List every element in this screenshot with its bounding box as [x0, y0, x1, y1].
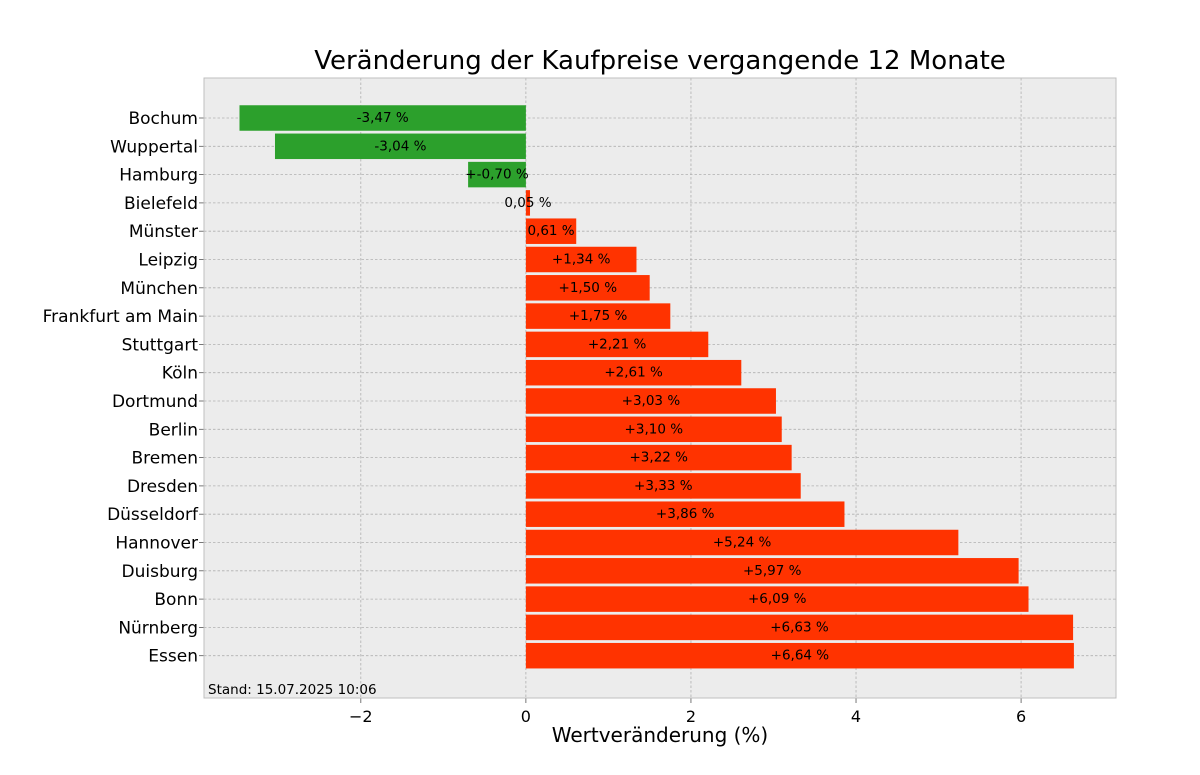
category-label: Wuppertal [110, 137, 198, 157]
category-label: Frankfurt am Main [43, 307, 198, 327]
data-label: +1,34 % [552, 252, 611, 268]
bar [525, 190, 531, 216]
data-labels: -3,47 % -3,04 % +-0,70 % 0,05 % 0,61 % +1,34 … [357, 110, 830, 664]
category-label: Dortmund [112, 392, 198, 412]
bar [239, 105, 526, 131]
category-label: Dresden [127, 477, 198, 497]
category-label: Düsseldorf [107, 505, 199, 525]
bar [525, 444, 792, 471]
bar [525, 416, 782, 443]
x-tick-label: 6 [1016, 707, 1026, 726]
bar [525, 501, 845, 527]
bar [525, 529, 959, 556]
data-label: +2,21 % [588, 336, 647, 352]
category-label: Bremen [131, 449, 198, 469]
bar [525, 388, 776, 414]
category-label: Essen [148, 647, 198, 667]
x-tick-label: 2 [686, 707, 696, 726]
category-label: Nürnberg [118, 618, 198, 638]
data-label: +1,50 % [559, 280, 618, 296]
category-label: Münster [129, 222, 198, 242]
bar [525, 303, 671, 329]
bar [525, 558, 1019, 584]
x-tick-label: 4 [851, 707, 861, 726]
category-label: Köln [162, 364, 198, 384]
bar [525, 359, 742, 386]
data-label: +3,10 % [625, 421, 684, 437]
bar [525, 331, 709, 358]
data-label: +3,03 % [622, 393, 681, 409]
category-label: Leipzig [138, 251, 198, 271]
category-labels: Bochum Wuppertal Hamburg Bielefeld Münster Le… [43, 109, 199, 667]
category-label: Bielefeld [124, 194, 198, 214]
x-axis-label: Wertveränderung (%) [552, 723, 769, 747]
data-label: +5,97 % [743, 563, 802, 579]
category-label: Stuttgart [122, 335, 199, 355]
x-tick-label: −2 [349, 707, 373, 726]
bar [525, 586, 1029, 612]
data-label: +5,24 % [713, 535, 772, 551]
data-label: -3,47 % [357, 110, 409, 126]
data-label: +3,86 % [656, 506, 715, 522]
bar [274, 133, 526, 160]
category-label: Bonn [154, 590, 198, 610]
data-label: +1,75 % [569, 308, 628, 324]
data-label: +6,64 % [771, 648, 830, 664]
data-label: +-0,70 % [465, 167, 529, 183]
bar [468, 161, 526, 188]
data-label: -3,04 % [374, 138, 426, 154]
x-tick-labels: −2 0 2 4 6 [349, 707, 1026, 726]
bar [525, 614, 1074, 641]
data-label: +3,22 % [630, 450, 689, 466]
category-label: Duisburg [122, 562, 199, 582]
timestamp-annotation: Stand: 15.07.2025 10:06 [208, 682, 377, 698]
data-label: 0,61 % [527, 223, 574, 239]
bars [239, 105, 1074, 669]
category-label: Hannover [115, 534, 198, 554]
category-label: Hamburg [119, 166, 198, 186]
data-label: +6,63 % [770, 619, 829, 635]
bar [525, 275, 650, 301]
bar [525, 642, 1074, 669]
chart-title: Veränderung der Kaufpreise vergangende 1… [314, 46, 1006, 76]
data-label: +3,33 % [634, 478, 693, 494]
bar [525, 246, 637, 273]
bar [525, 473, 801, 499]
category-label: Bochum [128, 109, 198, 129]
data-label: 0,05 % [504, 195, 551, 211]
category-label: Berlin [149, 420, 198, 440]
category-label: München [120, 279, 198, 299]
bar [525, 218, 577, 244]
x-tick-label: 0 [521, 707, 531, 726]
data-label: +6,09 % [748, 591, 807, 607]
plot-frame [203, 77, 1117, 699]
data-label: +2,61 % [604, 365, 663, 381]
